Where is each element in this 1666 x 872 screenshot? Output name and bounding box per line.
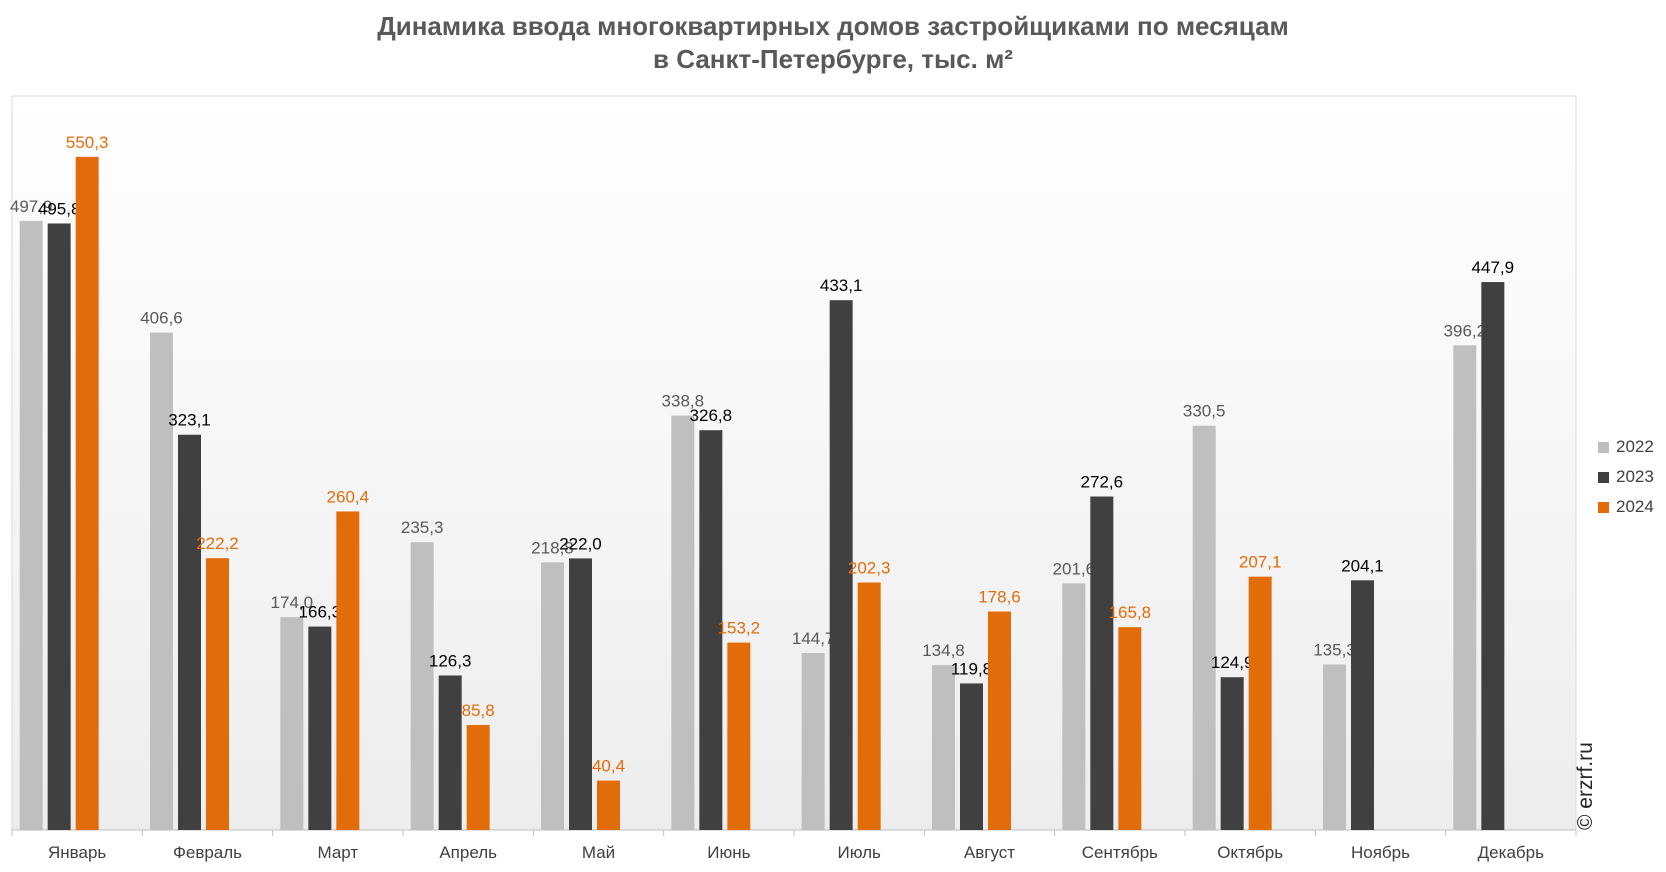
data-label-2022: 338,8: [662, 392, 705, 411]
bar-2024: [1248, 576, 1272, 830]
bar-2023: [699, 430, 723, 830]
data-label-2024: 85,8: [462, 701, 495, 720]
data-label-2024: 40,4: [592, 757, 625, 776]
legend: 2022 2023 2024: [1598, 432, 1654, 522]
x-tick-label: Март: [317, 843, 358, 862]
data-label-2023: 166,3: [299, 603, 342, 622]
legend-item-2024: 2024: [1598, 492, 1654, 522]
data-label-2023: 433,1: [820, 276, 863, 295]
chart-title-block: Динамика ввода многоквартирных домов зас…: [0, 10, 1666, 76]
x-tick-label: Ноябрь: [1351, 843, 1410, 862]
x-tick-label: Апрель: [439, 843, 497, 862]
bar-2022: [1192, 425, 1216, 830]
data-label-2024: 165,8: [1109, 603, 1152, 622]
data-label-2024: 178,6: [978, 588, 1021, 607]
data-label-2023: 124,9: [1211, 653, 1254, 672]
bar-2023: [47, 223, 71, 831]
data-label-2024: 550,3: [66, 133, 109, 152]
data-label-2024: 202,3: [848, 559, 891, 578]
data-label-2023: 204,1: [1341, 556, 1384, 575]
plot-area: [11, 95, 1577, 831]
x-tick-label: Декабрь: [1478, 843, 1544, 862]
x-tick-label: Октябрь: [1217, 843, 1283, 862]
data-label-2022: 201,6: [1053, 559, 1096, 578]
x-tick-label: Июнь: [707, 843, 750, 862]
bar-2023: [178, 434, 201, 830]
source-credit: © erzrf.ru: [1574, 742, 1597, 830]
data-label-2024: 207,1: [1239, 553, 1282, 572]
bar-2023: [1481, 282, 1505, 831]
bar-2022: [801, 652, 825, 830]
bar-2023: [1090, 496, 1114, 830]
legend-swatch-2022: [1598, 441, 1609, 453]
x-tick-label: Август: [964, 843, 1015, 862]
bar-2023: [960, 683, 983, 830]
data-label-2023: 447,9: [1472, 258, 1515, 277]
legend-label-2024: 2024: [1616, 497, 1654, 516]
data-label-2023: 222,0: [559, 534, 602, 553]
data-label-2024: 222,2: [196, 534, 239, 553]
bar-2022: [1453, 345, 1477, 830]
bar-2022: [410, 542, 434, 830]
bar-2023: [1220, 677, 1244, 830]
x-tick-label: Февраль: [173, 843, 242, 862]
bar-2023: [1351, 580, 1374, 830]
bar-2024: [597, 780, 620, 830]
data-label-2022: 396,2: [1444, 321, 1487, 340]
bar-2024: [75, 156, 99, 830]
data-label-2023: 495,8: [38, 199, 81, 218]
data-label-2022: 218,8: [531, 538, 574, 557]
data-label-2022: 174,0: [271, 593, 314, 612]
data-label-2023: 126,3: [429, 651, 472, 670]
x-tick-label: Январь: [48, 843, 106, 862]
bar-2024: [727, 642, 751, 830]
data-label-2022: 406,6: [140, 309, 183, 328]
bar-2022: [19, 220, 43, 830]
data-label-2023: 323,1: [168, 411, 211, 430]
data-label-2022: 235,3: [401, 518, 444, 537]
data-label-2022: 135,3: [1313, 640, 1356, 659]
legend-item-2022: 2022: [1598, 432, 1654, 462]
data-label-2022: 330,5: [1183, 402, 1226, 421]
bar-2022: [1323, 664, 1346, 830]
bar-2024: [336, 511, 360, 830]
bar-2023: [569, 558, 592, 830]
data-label-2023: 272,6: [1081, 473, 1124, 492]
chart-subtitle: в Санкт-Петербурге, тыс. м²: [653, 44, 1013, 74]
bar-2023: [829, 300, 853, 831]
bar-2022: [1062, 583, 1086, 830]
bar-2022: [932, 665, 955, 830]
bar-2022: [150, 332, 173, 830]
bar-2024: [857, 582, 881, 830]
legend-label-2023: 2023: [1616, 467, 1654, 486]
data-label-2022: 497,9: [10, 197, 53, 216]
data-label-2022: 134,8: [922, 641, 965, 660]
legend-item-2023: 2023: [1598, 462, 1654, 492]
x-tick-label: Май: [582, 843, 615, 862]
bar-2024: [466, 725, 490, 830]
bar-2022: [541, 562, 564, 830]
data-label-2023: 119,8: [951, 659, 992, 678]
bar-2023: [308, 626, 332, 830]
data-label-2023: 326,8: [690, 406, 733, 425]
x-tick-label: Июль: [837, 843, 881, 862]
bar-2023: [438, 675, 462, 830]
data-label-2022: 144,7: [792, 629, 835, 648]
bar-2022: [280, 617, 304, 830]
bar-2022: [671, 415, 695, 830]
bar-2024: [1118, 627, 1142, 830]
data-label-2024: 153,2: [718, 619, 761, 638]
bar-2024: [988, 611, 1011, 830]
bar-2024: [206, 558, 229, 830]
x-tick-label: Сентябрь: [1082, 843, 1158, 862]
legend-swatch-2024: [1598, 501, 1609, 513]
legend-label-2022: 2022: [1616, 437, 1654, 456]
chart-title: Динамика ввода многоквартирных домов зас…: [377, 11, 1289, 41]
data-label-2024: 260,4: [327, 487, 370, 506]
legend-swatch-2023: [1598, 471, 1609, 483]
